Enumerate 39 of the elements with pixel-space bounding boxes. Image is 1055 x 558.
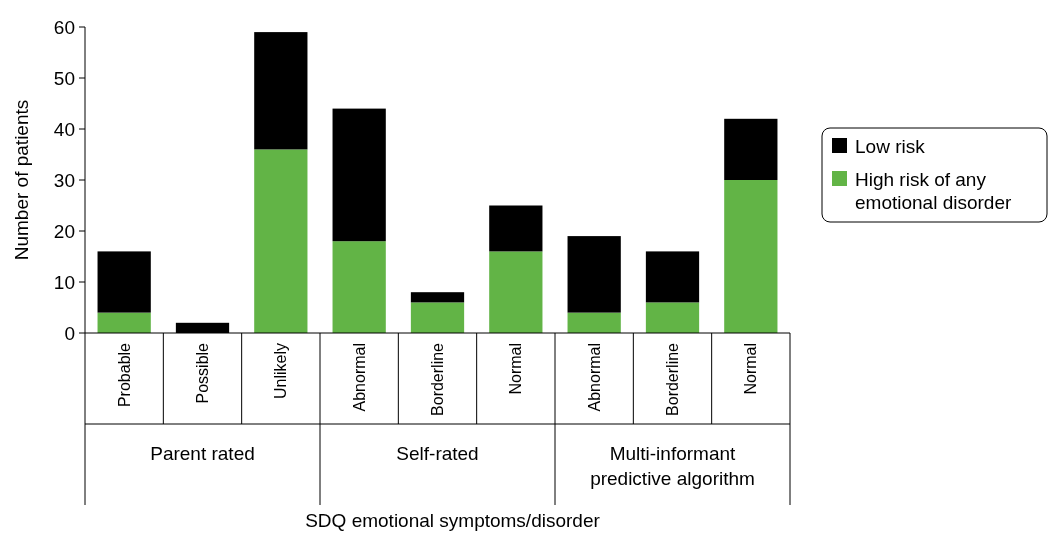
x-tick-label: Probable xyxy=(115,342,133,408)
bar xyxy=(410,292,465,303)
y-tick-label: 10 xyxy=(53,271,75,293)
bar xyxy=(567,236,621,313)
bar xyxy=(724,180,778,333)
y-tick-label: 30 xyxy=(53,169,75,191)
bar xyxy=(97,251,151,313)
bar xyxy=(97,312,151,333)
bar xyxy=(332,108,386,242)
legend-label: Low risk xyxy=(855,135,926,157)
bar xyxy=(645,251,700,303)
y-axis-title: Number of patients xyxy=(11,99,32,261)
bar xyxy=(332,241,386,333)
bar xyxy=(254,32,308,150)
x-tick-label: Borderline xyxy=(429,342,447,416)
y-tick-label: 40 xyxy=(53,118,75,140)
y-tick-label: 20 xyxy=(53,220,75,242)
x-tick-label: Normal xyxy=(507,343,525,395)
x-axis-title: SDQ emotional symptoms/disorder xyxy=(305,510,601,531)
bar xyxy=(567,312,621,333)
bar xyxy=(489,205,543,252)
y-tick-label: 0 xyxy=(64,322,75,344)
bar xyxy=(254,149,308,333)
x-tick-label: Normal xyxy=(742,343,760,395)
bar xyxy=(645,302,700,333)
y-tick-label: 50 xyxy=(53,67,75,89)
bar xyxy=(489,251,543,333)
bar xyxy=(724,118,778,180)
x-tick-label: Possible xyxy=(194,342,212,404)
y-tick-label: 60 xyxy=(53,16,75,38)
legend-label: High risk of any emotional disorder xyxy=(855,168,1012,213)
bar xyxy=(410,302,465,333)
x-tick-label: Abnormal xyxy=(585,343,603,412)
x-tick-label: Borderline xyxy=(664,342,682,416)
text: Self-rated xyxy=(396,443,479,464)
x-tick-label: Unlikely xyxy=(272,343,290,400)
text: Parent rated xyxy=(150,443,255,464)
x-tick-label: Abnormal xyxy=(350,343,368,412)
text: Multi-informant predictive algorithm xyxy=(590,443,755,489)
